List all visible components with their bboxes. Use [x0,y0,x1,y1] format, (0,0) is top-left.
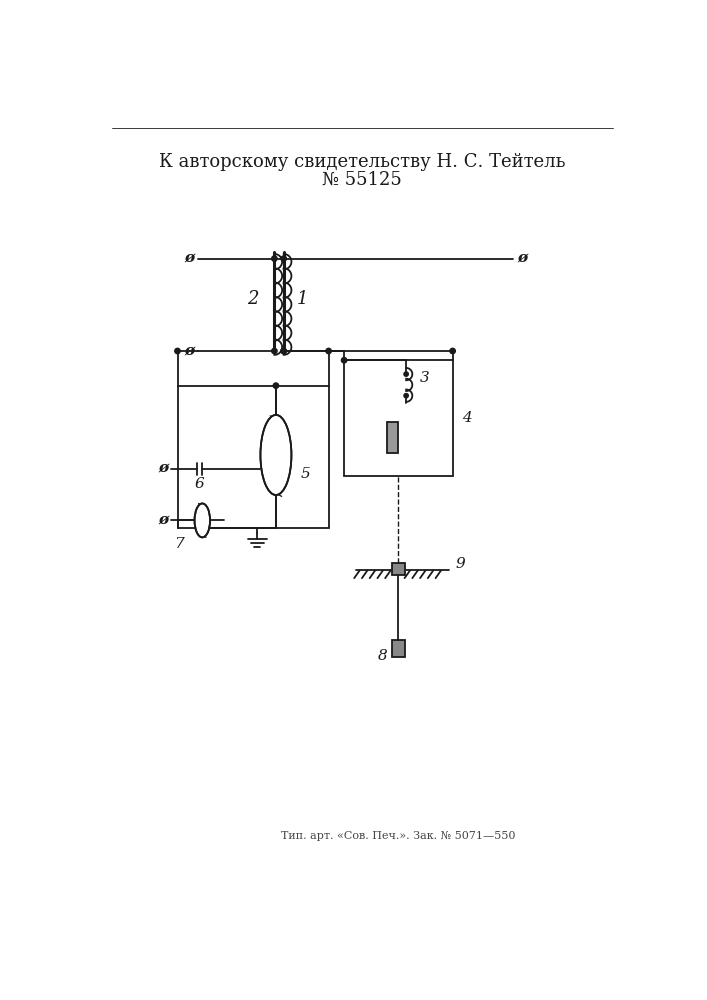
Bar [177,386,329,528]
Text: 2: 2 [247,290,259,308]
Text: ø: ø [184,252,194,266]
Circle shape [175,348,180,354]
Circle shape [271,348,277,354]
Text: Тип. арт. «Сов. Печ.». Зак. № 5071—550: Тип. арт. «Сов. Печ.». Зак. № 5071—550 [281,831,515,841]
Text: ø: ø [158,513,168,527]
Text: К авторскому свидетельству Н. С. Тейтель: К авторскому свидетельству Н. С. Тейтель [158,153,565,171]
Bar [387,422,397,453]
Text: 3: 3 [420,371,430,385]
Bar [344,360,452,476]
Text: 8: 8 [378,649,387,663]
Circle shape [273,383,279,388]
Circle shape [281,348,286,354]
Ellipse shape [194,503,210,537]
Bar [392,640,404,657]
Text: № 55125: № 55125 [322,171,402,189]
Text: 6: 6 [194,477,204,491]
Bar [392,563,404,575]
Text: ø: ø [184,344,194,358]
Text: 5: 5 [300,467,310,481]
Circle shape [341,358,347,363]
Circle shape [281,348,286,354]
Circle shape [326,348,332,354]
Ellipse shape [260,415,291,495]
Circle shape [281,256,286,261]
Text: 9: 9 [455,557,465,571]
Text: ø: ø [158,462,168,476]
Text: 1: 1 [296,290,308,308]
Circle shape [404,372,409,376]
Text: 4: 4 [462,411,472,425]
Text: 7: 7 [174,536,184,550]
Circle shape [271,256,277,261]
Text: ø: ø [518,252,527,266]
Circle shape [450,348,455,354]
Circle shape [404,394,409,398]
